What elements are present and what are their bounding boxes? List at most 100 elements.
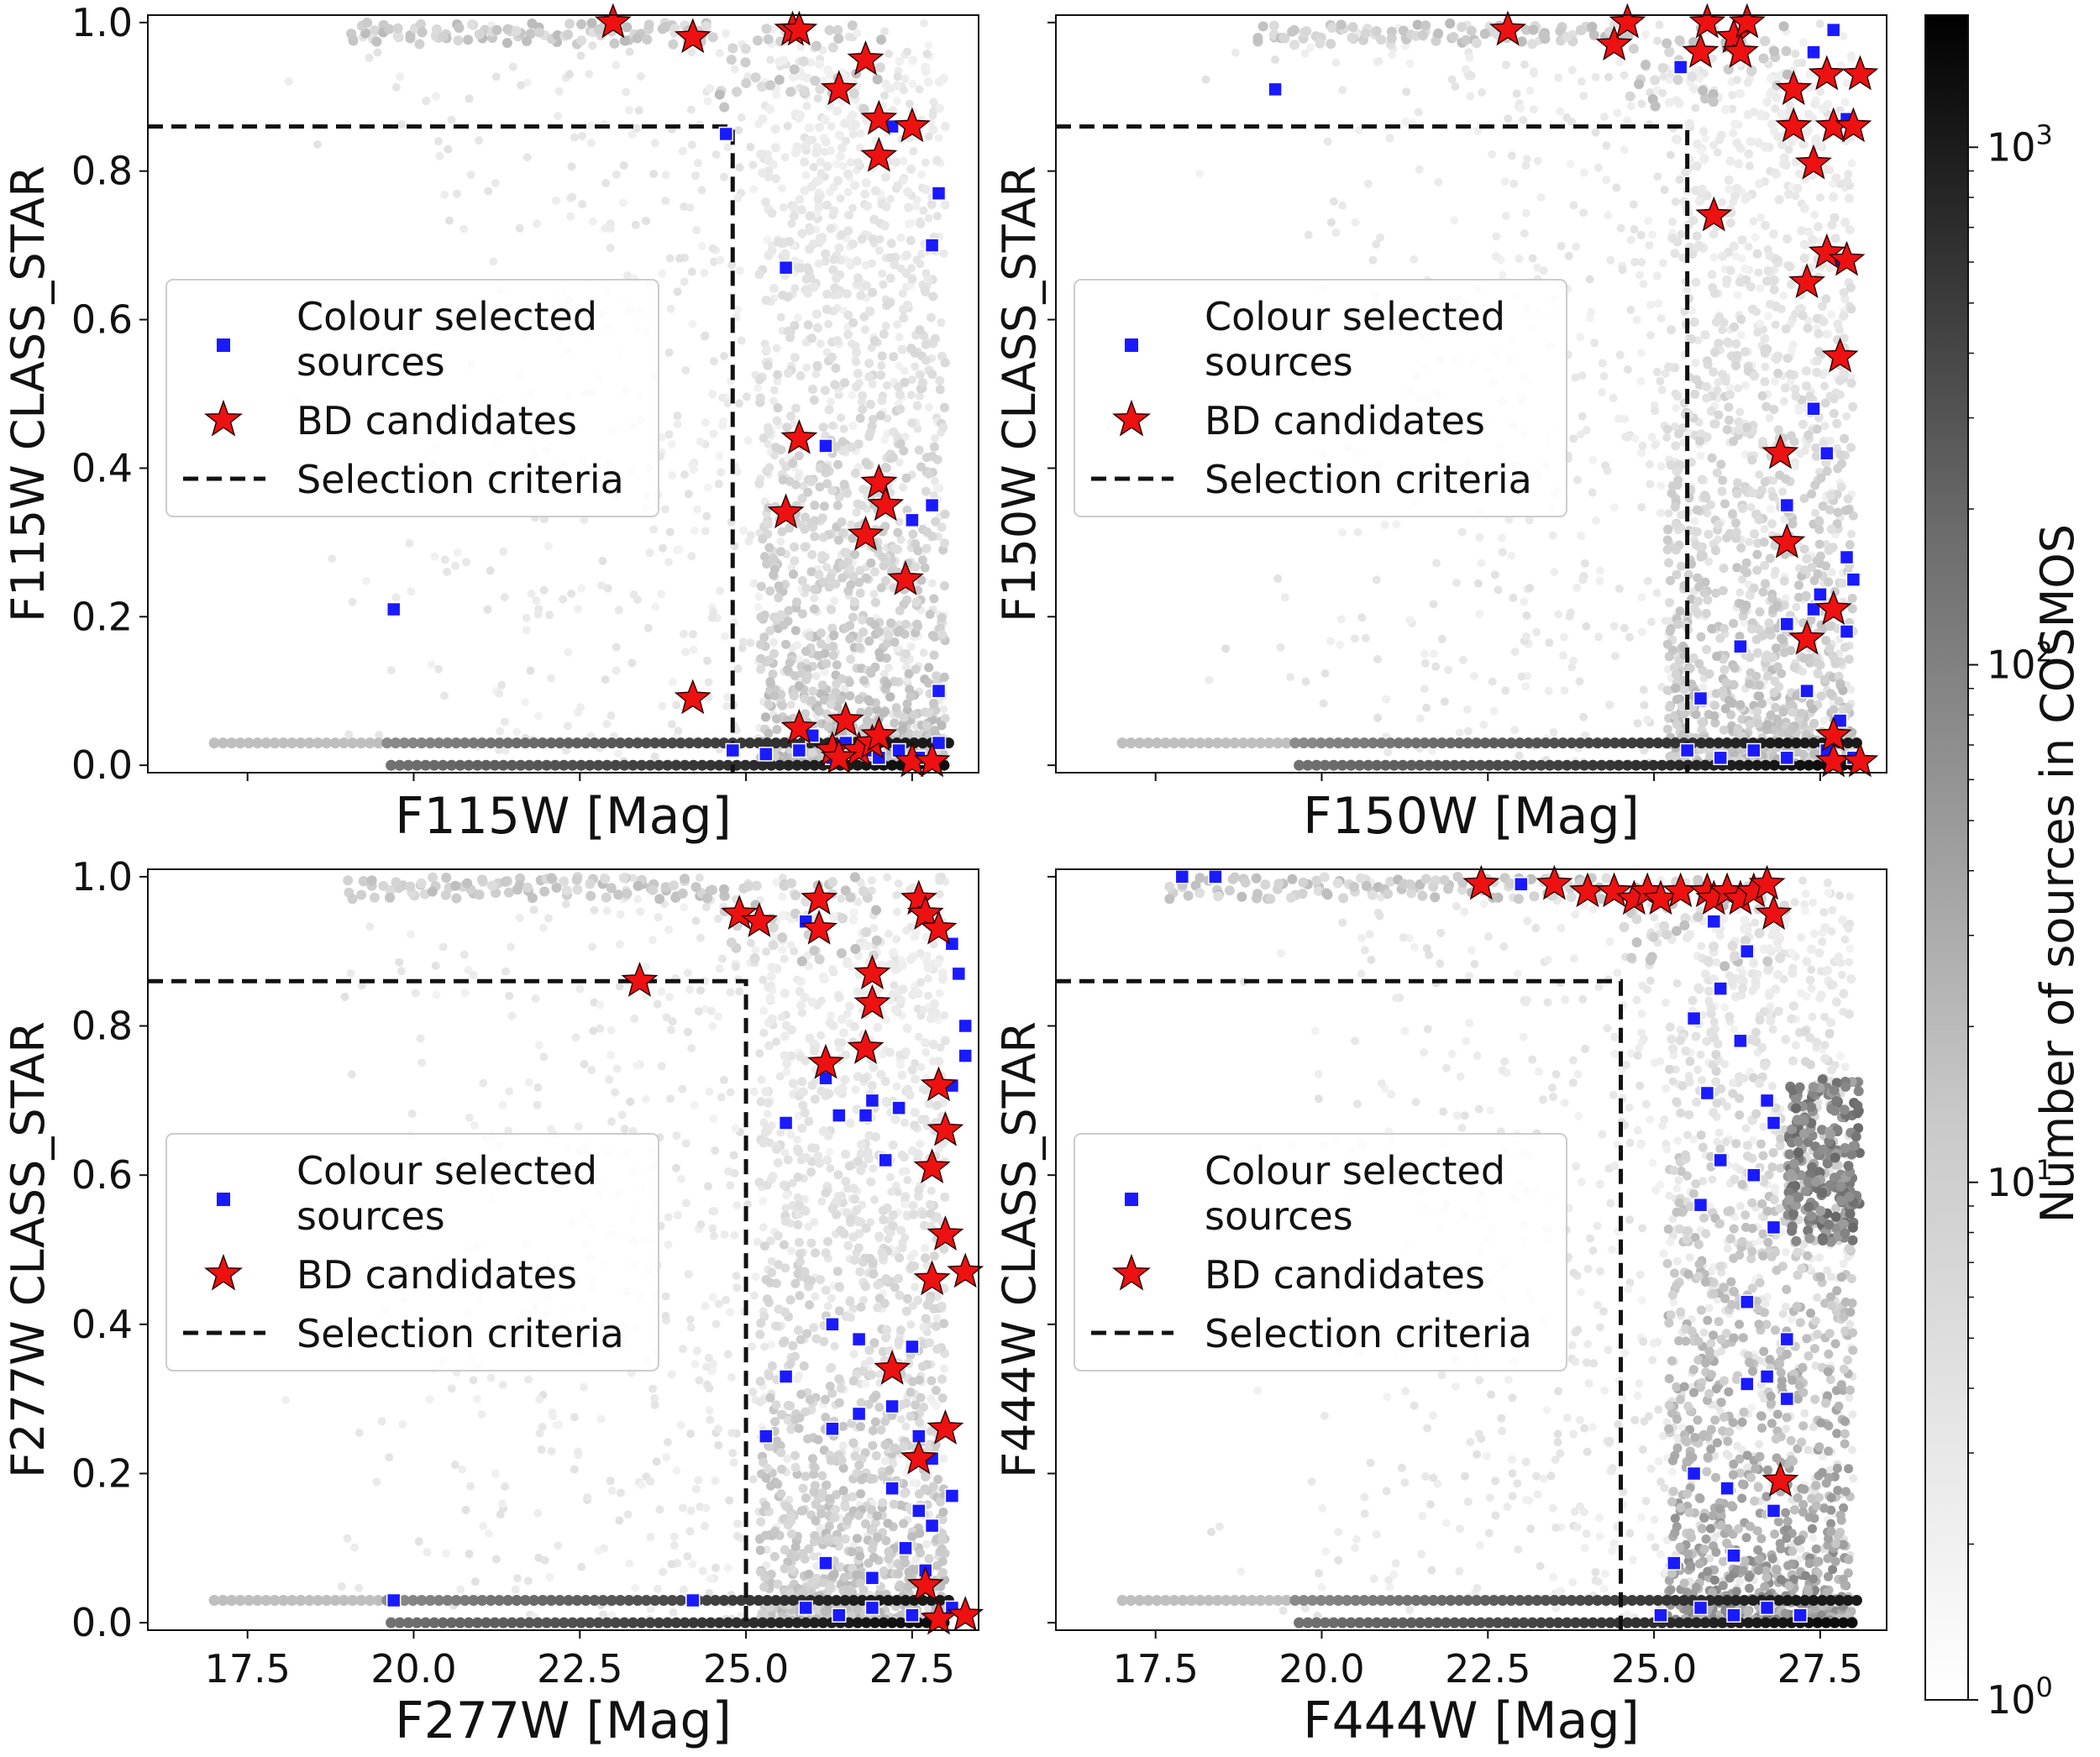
y-tick-label: 0.2 [71,1450,133,1496]
bd-candidate-point [621,962,659,997]
axes-frame [1055,868,1887,1631]
x-axis-label: F115W [Mag] [395,787,732,846]
legend-label-selection-criteria: Selection criteria [1205,457,1532,502]
colour-selected-point [1713,981,1728,996]
colorbar-tick-label: 100 [1987,1671,2053,1723]
x-axis-label: F444W [Mag] [1303,1691,1640,1750]
y-axis-label: F115W CLASS_STAR [2,165,55,622]
colour-selected-point [1813,587,1828,602]
bd-candidate-point [1788,619,1825,655]
x-tick-label: 27.5 [1777,1646,1863,1691]
colour-selected-point [1713,750,1728,766]
legend-star-marker [204,399,243,437]
colour-selected-point [1839,549,1855,565]
colour-selected-point [1726,1548,1741,1563]
colour-selected-point [1667,1555,1682,1571]
x-tick-label: 20.0 [1278,1646,1364,1691]
legend-square-marker [217,338,230,352]
density-hexbin [208,872,954,1629]
colour-selected-point [725,742,741,758]
x-tick-label: 17.5 [1112,1646,1198,1691]
bd-candidate-point [1595,25,1633,61]
colour-selected-point [1845,572,1861,587]
x-tick-label: 22.5 [1445,1646,1530,1691]
colour-selected-point [1746,742,1761,758]
colour-selected-point [891,1100,906,1115]
colour-selected-point [825,1421,840,1436]
colour-selected-point [1726,1608,1741,1623]
legend-label-colour-selected: Colour selected [1205,1148,1505,1193]
colour-selected-point [1839,624,1855,639]
colour-selected-point [1208,869,1223,884]
bd-candidate-point [853,983,891,1020]
bd-candidate-point [1821,337,1859,373]
colour-selected-point [1740,1377,1755,1392]
legend-box [1074,1133,1567,1372]
bd-candidate-point [674,18,711,54]
colour-selected-point [1793,1608,1808,1623]
bd-candidate-point [1808,55,1845,91]
colour-selected-point [864,1571,880,1586]
colour-selected-point [924,1518,940,1534]
colorbar-tick-label: 103 [1987,118,2053,170]
bd-candidate-point [674,679,711,715]
colour-selected-point [1740,943,1755,959]
bd-candidate-point [860,716,898,752]
legend-label-bd-candidates: BD candidates [297,398,577,443]
colour-selected-point [924,497,940,513]
legend-square-marker [217,1193,230,1206]
colour-selected-point [878,1152,893,1168]
colour-selected-point [931,683,947,699]
colour-selected-point [858,1108,874,1123]
bd-candidate-point [1841,742,1879,778]
bd-candidate-point [920,1066,958,1102]
legend-label-bd-candidates: BD candidates [1205,1252,1485,1298]
colour-selected-point [1693,1197,1709,1213]
colour-selected-point [885,1481,900,1496]
y-tick-label: 0.6 [71,1152,133,1198]
bd-candidate-point [920,910,958,945]
colour-selected-point [1759,1093,1775,1109]
bd-candidate-point [1536,864,1573,900]
x-tick-label: 17.5 [204,1646,290,1691]
y-axis-label: F444W CLASS_STAR [993,1021,1046,1478]
bd-candidate-point [1682,33,1719,68]
bd-candidate-point [900,1439,937,1475]
bd-candidate-point [906,894,944,930]
colour-selected-point [1779,1391,1795,1407]
colour-selected-point [798,1600,814,1616]
bd-candidate-point [860,136,898,172]
colour-selected-point [1759,1369,1775,1384]
bd-candidate-point [913,742,951,778]
x-tick-label: 22.5 [537,1646,622,1691]
colour-selected-point [778,1115,794,1130]
bd-candidate-point [1715,18,1752,54]
bd-candidate-point [874,1350,911,1385]
colour-selected-point [718,126,734,142]
bd-candidate-point [780,708,818,744]
bd-candidate-point [767,493,805,529]
colour-selected-point [1693,1600,1709,1616]
x-tick-label: 20.0 [370,1646,456,1691]
colour-selected-point [905,1608,920,1623]
bd-candidate-point [1768,522,1806,559]
bd-candidate-point [1761,433,1799,469]
y-tick-label: 0.2 [71,594,133,639]
bd-candidate-point [847,1029,885,1064]
colour-selected-point [1268,81,1283,97]
colour-selected-point [1766,1503,1782,1518]
colour-selected-point [851,1331,867,1347]
colour-selected-point [791,742,807,758]
y-tick-label: 0.4 [71,1302,133,1347]
bd-candidate-point [1755,894,1793,930]
bd-candidate-point [906,1566,944,1602]
bd-candidate-point [1489,10,1526,46]
colour-selected-point [944,1488,960,1503]
colour-selected-point [778,260,794,275]
bd-candidate-point [927,1215,964,1251]
bd-candidate-point [1841,55,1879,91]
legend-label-selection-criteria: Selection criteria [1205,1311,1532,1356]
y-axis-label: F150W CLASS_STAR [993,165,1046,622]
